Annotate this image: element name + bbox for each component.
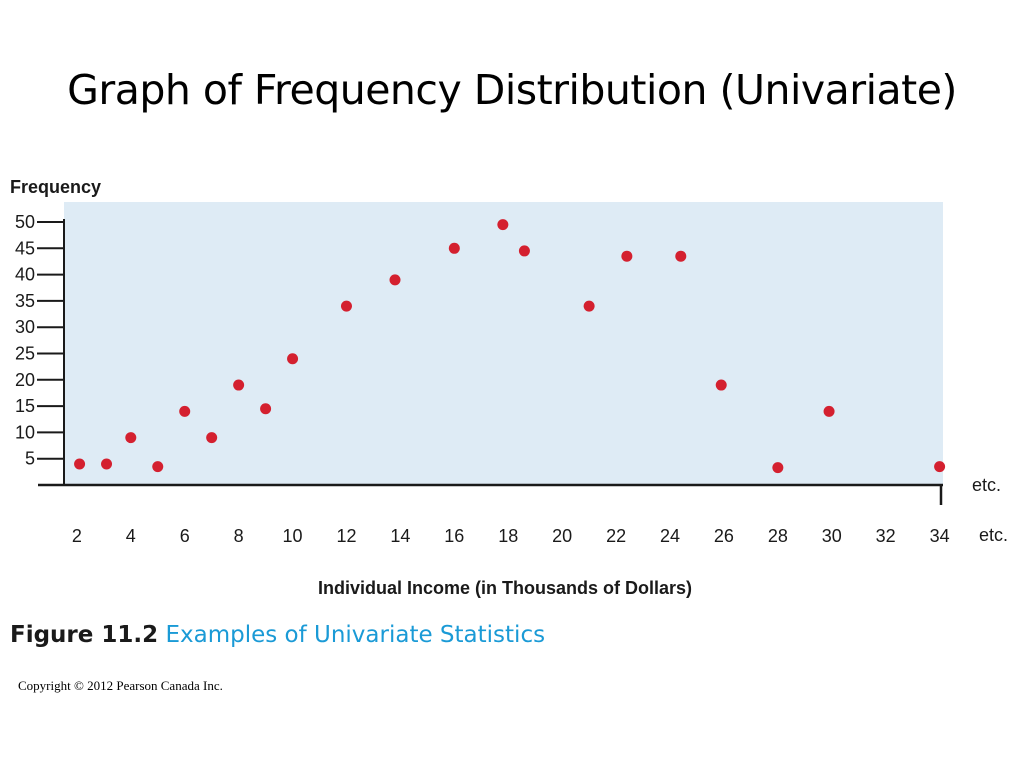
data-point	[74, 458, 86, 470]
x-tick-label: 24	[660, 526, 680, 546]
x-tick-label: 10	[283, 526, 303, 546]
x-tick-label: 2	[72, 526, 82, 546]
x-axis-title: Individual Income (in Thousands of Dolla…	[318, 578, 692, 598]
data-point	[823, 405, 835, 417]
y-tick-label: 5	[25, 449, 35, 469]
x-tick-etc-label: etc.	[979, 525, 1008, 545]
data-point	[260, 403, 272, 415]
x-tick-label: 14	[390, 526, 410, 546]
x-tick-label: 32	[876, 526, 896, 546]
y-tick-label: 15	[15, 396, 35, 416]
data-point	[206, 432, 218, 444]
data-point	[675, 250, 687, 262]
x-tick-label: 22	[606, 526, 626, 546]
data-point	[340, 300, 352, 312]
y-tick-label: 35	[15, 291, 35, 311]
y-tick-label: 40	[15, 265, 35, 285]
data-point	[287, 353, 299, 365]
x-tick-label: 30	[822, 526, 842, 546]
x-tick-label: 20	[552, 526, 572, 546]
y-tick-label: 10	[15, 422, 35, 442]
copyright-notice: Copyright © 2012 Pearson Canada Inc.	[18, 678, 223, 693]
x-tick-label: 12	[336, 526, 356, 546]
data-point	[389, 274, 401, 286]
x-tick-label: 8	[234, 526, 244, 546]
figure-caption: Figure 11.2 Examples of Univariate Stati…	[10, 622, 545, 648]
y-tick-label: 30	[15, 317, 35, 337]
x-tick-label: 26	[714, 526, 734, 546]
data-point	[715, 379, 727, 391]
data-point	[583, 300, 595, 312]
data-point	[448, 242, 460, 254]
data-point	[934, 461, 946, 473]
data-point	[179, 405, 191, 417]
y-axis-title: Frequency	[10, 177, 101, 197]
data-point	[101, 458, 113, 470]
y-tick-label: 45	[15, 238, 35, 258]
data-point	[152, 461, 164, 473]
data-point	[497, 219, 509, 231]
y-axis: 5 10 15 20 25 30 35 40 45 50	[15, 212, 65, 485]
data-point	[233, 379, 245, 391]
x-tick-label: 18	[498, 526, 518, 546]
axis-etc-label: etc.	[972, 475, 1001, 495]
x-tick-label: 34	[930, 526, 950, 546]
x-tick-label: 16	[444, 526, 464, 546]
x-tick-label: 6	[180, 526, 190, 546]
page-title: Graph of Frequency Distribution (Univari…	[67, 66, 957, 114]
data-point	[772, 462, 784, 474]
x-axis: 2 4 6 8 10 12 14 16 18 20 22 24 26 28 30 32 34	[38, 483, 950, 546]
y-tick-label: 20	[15, 370, 35, 390]
data-point	[518, 245, 530, 257]
x-tick-label: 4	[126, 526, 136, 546]
data-point	[125, 432, 137, 444]
y-tick-label: 25	[15, 344, 35, 364]
y-tick-label: 50	[15, 212, 35, 232]
figure-number: Figure 11.2	[10, 622, 159, 648]
x-tick-label: 28	[768, 526, 788, 546]
figure-caption-text: Examples of Univariate Statistics	[165, 622, 546, 648]
plot-background	[64, 202, 943, 485]
data-points	[74, 219, 946, 474]
data-point	[621, 250, 633, 262]
